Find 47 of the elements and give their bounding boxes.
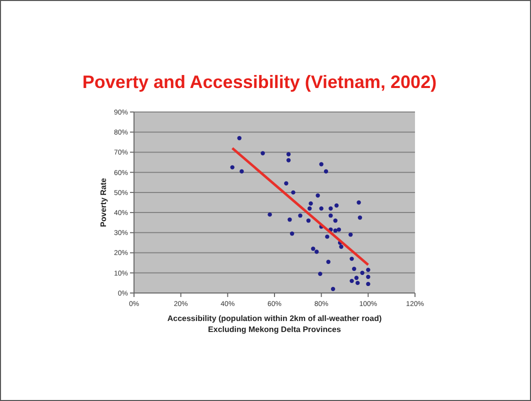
point bbox=[286, 158, 291, 162]
point bbox=[366, 282, 370, 286]
point bbox=[286, 152, 291, 156]
point bbox=[240, 169, 244, 174]
point bbox=[328, 213, 333, 218]
point bbox=[284, 181, 288, 186]
point bbox=[350, 256, 354, 261]
point bbox=[366, 268, 370, 272]
point bbox=[260, 151, 265, 156]
point bbox=[354, 276, 359, 280]
point bbox=[326, 260, 330, 264]
point bbox=[288, 217, 292, 222]
point bbox=[330, 286, 336, 292]
point bbox=[290, 232, 294, 236]
point bbox=[324, 169, 328, 174]
point bbox=[268, 212, 272, 217]
point bbox=[333, 228, 338, 233]
point bbox=[306, 218, 311, 223]
point bbox=[308, 201, 313, 206]
point bbox=[352, 266, 356, 271]
point bbox=[319, 162, 324, 166]
point bbox=[334, 203, 339, 208]
point bbox=[328, 206, 333, 211]
point bbox=[291, 190, 296, 195]
point bbox=[358, 215, 362, 220]
point bbox=[356, 280, 360, 286]
point bbox=[356, 200, 361, 205]
point bbox=[230, 165, 234, 170]
point bbox=[325, 234, 330, 239]
point bbox=[336, 228, 342, 232]
point bbox=[360, 270, 364, 275]
point bbox=[298, 213, 302, 218]
y-axis-title: Poverty Rate bbox=[99, 178, 108, 227]
chart-title: Poverty and Accessibility (Vietnam, 2002) bbox=[82, 72, 437, 92]
point bbox=[319, 206, 324, 211]
point bbox=[348, 232, 353, 237]
point bbox=[237, 136, 242, 140]
point bbox=[366, 274, 370, 280]
point bbox=[316, 193, 320, 198]
point bbox=[314, 250, 319, 254]
point bbox=[318, 272, 322, 276]
x-axis-title: Accessibility (population within 2km of all-weather road) Excluding Mekong Delta Provinces bbox=[167, 314, 382, 334]
point bbox=[311, 246, 316, 251]
point bbox=[308, 206, 312, 211]
point bbox=[350, 278, 354, 284]
point bbox=[333, 218, 338, 223]
point bbox=[339, 244, 344, 249]
